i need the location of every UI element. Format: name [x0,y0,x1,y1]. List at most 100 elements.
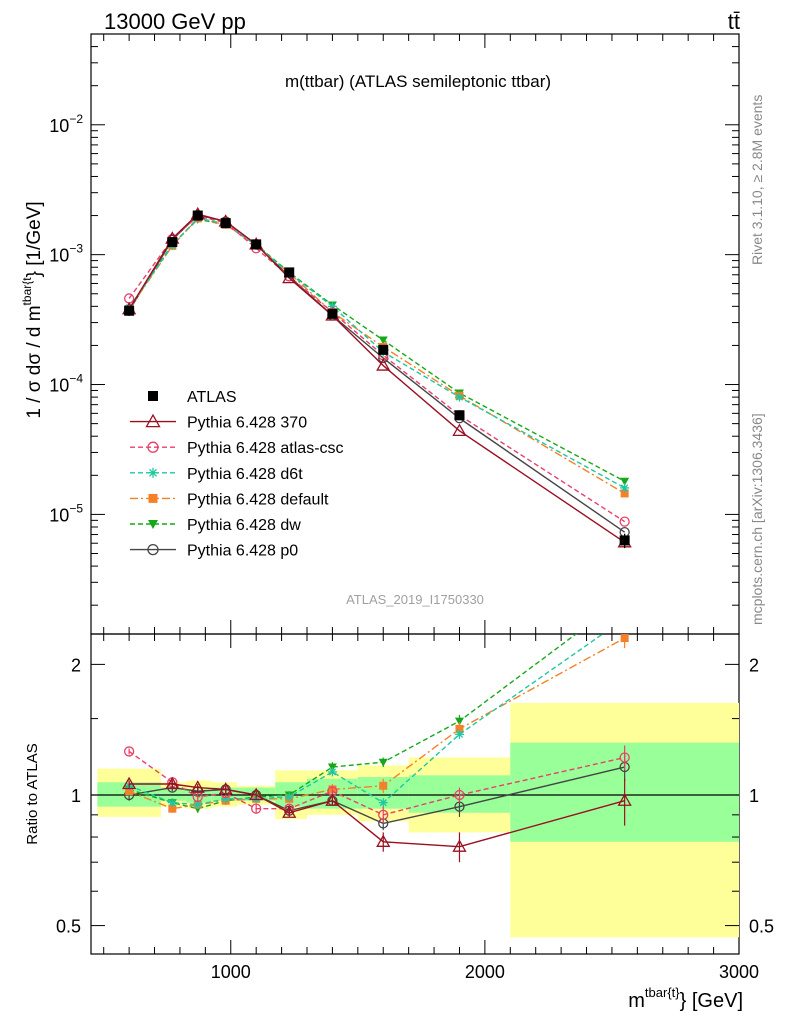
data-point [376,358,391,371]
marker-stroke [168,799,176,807]
y-axis-label-unit: } [1/GeV] [24,201,45,277]
ratio-point [165,776,180,790]
analysis-id: ATLAS_2019_I1750330 [346,592,484,607]
series-line [128,217,625,489]
data-point [284,267,295,278]
data-point [378,344,389,355]
data-point [620,483,630,493]
y-axis-label: 1 / σ dσ / d mtbar{t} [1/GeV] [20,201,45,418]
ratio-point [121,776,137,790]
x-tick-label: 2000 [465,962,505,982]
series-line [128,217,626,495]
ratio-point [190,780,205,793]
data-point [619,516,630,527]
ratio-point [249,787,264,801]
energy-label: 13000 GeV pp [104,9,246,34]
y-tick-label: 10−4 [49,372,83,396]
legend-item: Pythia 6.428 default [130,491,329,508]
series-line [128,214,626,533]
legend-label: Pythia 6.428 p0 [187,543,298,560]
ratio-line [128,750,625,816]
legend-marker [147,441,159,453]
ratio-point [125,787,134,796]
series-line [128,215,626,523]
main-series [121,206,632,549]
ratio-point [378,798,388,808]
marker-stroke [621,615,627,621]
ratio-point [218,782,233,795]
ratio-y-tick-label: 2 [71,655,81,675]
ratio-series [121,615,632,863]
y-tick-label: 10−5 [49,501,83,525]
ratio-line [128,634,578,810]
legend-label: Pythia 6.428 d6t [187,466,303,483]
legend-item: Pythia 6.428 370 [130,413,307,432]
ratio-y-tick-label-right: 1 [749,786,759,806]
legend-item: ATLAS [148,389,237,406]
legend-marker [148,391,158,401]
ratio-point [378,809,389,820]
mcplots-label: mcplots.cern.ch [arXiv:1306.3436] [749,413,765,625]
legend-item: Pythia 6.428 p0 [130,543,298,560]
legend-item: Pythia 6.428 dw [130,517,301,534]
ratio-point [617,793,632,806]
marker-stroke [621,484,629,492]
ratio-point [454,717,464,726]
ratio-point [620,634,629,643]
marker-stroke [285,793,293,801]
legend-item: Pythia 6.428 atlas-csc [130,440,344,457]
legend-label: Pythia 6.428 dw [187,517,301,534]
x-axis-label-main: m [628,990,645,1012]
ratio-point [379,781,388,790]
legend-label: Pythia 6.428 370 [187,415,307,432]
data-point [620,477,630,486]
marker-stroke [149,468,157,477]
ratio-point [167,798,177,808]
ratio-point [455,724,464,733]
ratio-point [282,805,297,818]
data-point [619,535,630,546]
ratio-bands [91,702,739,938]
legend-marker [147,543,159,556]
legend-marker [145,413,161,428]
data-point [167,237,178,248]
uncertainty-band-green [160,787,187,801]
ratio-line [128,634,604,806]
legend-label: ATLAS [187,389,237,406]
ratio-pythia-6-428-370 [121,776,632,863]
data-point [220,218,231,229]
ratio-point [378,758,388,767]
ratio-point [452,839,467,852]
ratio-point [454,729,464,739]
process-label: tt̄ [728,9,740,34]
x-axis-label-unit: } [GeV] [680,990,743,1012]
legend: ATLAS Pythia 6.428 370 Pythia 6.428 atlas-… [130,389,344,560]
data-point [454,410,465,421]
marker-stroke [621,615,627,621]
ratio-point [251,803,262,814]
ratio-series-clipped [121,615,632,863]
x-axis-label-sup: tbar{t} [645,985,680,1000]
data-point [454,392,464,402]
ratio-point [284,792,294,802]
ratio-y-tick-label-right: 2 [749,655,759,675]
rivet-label: Rivet 3.1.10, ≥ 2.8M events [749,95,765,265]
ratio-y-label: Ratio to ATLAS [24,743,41,844]
y-tick-label: 10−2 [49,112,83,136]
plot-title: m(ttbar) (ATLAS semileptonic ttbar) [285,72,551,91]
data-point [192,210,203,221]
ratio-line [128,637,625,810]
marker-stroke [379,799,387,807]
data-point [327,308,338,319]
x-tick-label: 3000 [719,962,759,982]
ratio-point [325,793,340,806]
legend-marker [148,493,158,503]
y-axis-label-sup: tbar{t [20,277,34,306]
data-point [251,239,262,250]
data-point [620,489,629,498]
marker-stroke [455,393,464,401]
ratio-y-tick-label-right: 0.5 [749,917,774,937]
series-line [128,213,626,543]
marker-stroke [194,801,202,809]
